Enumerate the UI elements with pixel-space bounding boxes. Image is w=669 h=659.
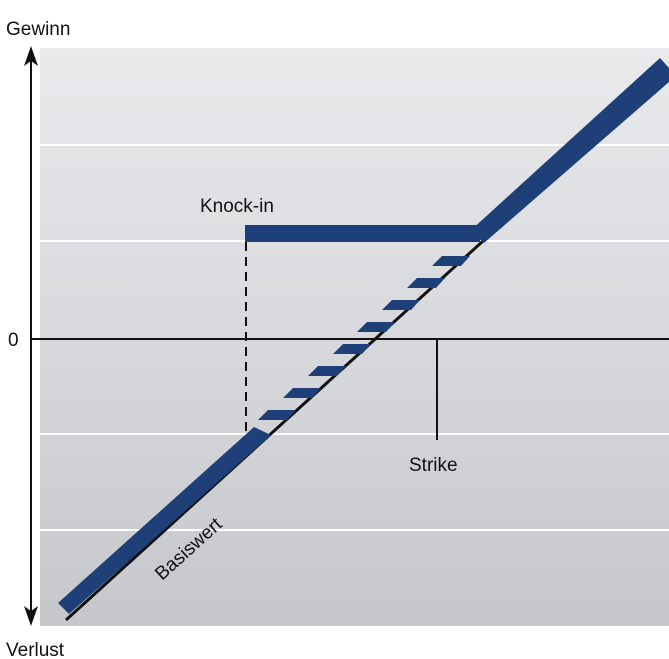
hatch-stripe	[283, 388, 321, 398]
underlying-bar-upper	[470, 58, 669, 243]
knock-in-label: Knock-in	[200, 196, 274, 217]
hatch-stripe	[432, 256, 470, 266]
knock-in-bar	[245, 225, 480, 242]
hatch-stripe	[382, 300, 420, 310]
hatch-stripe	[333, 344, 371, 354]
zero-label: 0	[8, 330, 19, 351]
underlying-bar-lower	[58, 427, 271, 614]
y-axis-arrow-down-icon	[24, 606, 38, 626]
y-axis-arrow-up-icon	[24, 46, 38, 66]
y-axis-bottom-label: Verlust	[6, 640, 65, 659]
strike-label: Strike	[409, 455, 458, 476]
hatch-stripe	[357, 322, 395, 332]
hatch-stripe	[258, 410, 296, 420]
y-axis-top-label: Gewinn	[6, 19, 70, 40]
hatched-stripes	[258, 256, 470, 420]
hatch-stripe	[407, 278, 445, 288]
hatch-stripe	[308, 366, 346, 376]
